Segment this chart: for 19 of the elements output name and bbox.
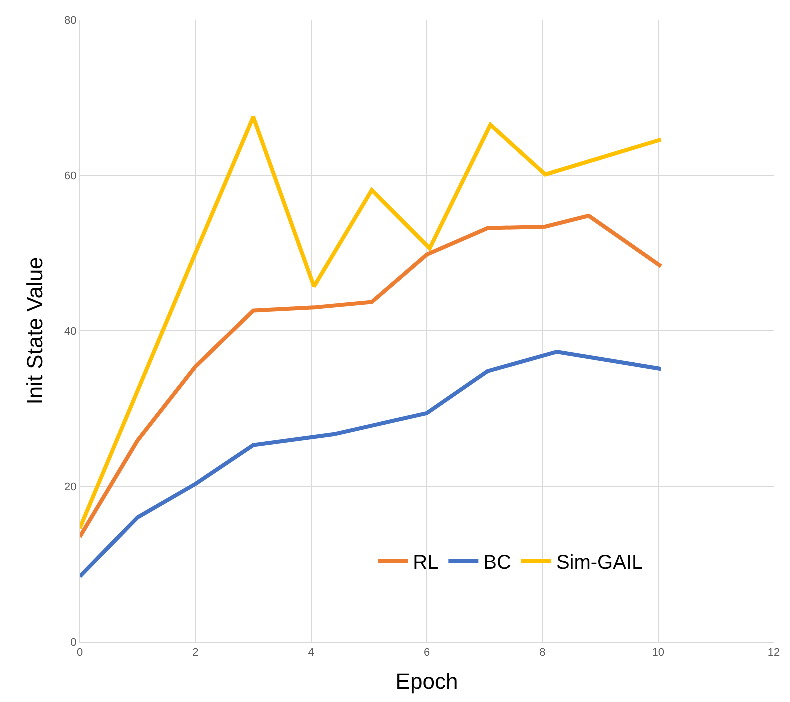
y-tick-label: 20 xyxy=(64,481,77,494)
x-axis-title: Epoch xyxy=(396,669,458,694)
x-tick-label: 12 xyxy=(768,647,780,660)
x-tick-label: 2 xyxy=(192,647,199,660)
y-tick-label: 40 xyxy=(64,326,77,338)
x-tick-label: 8 xyxy=(540,647,546,660)
x-tick-label: 4 xyxy=(308,647,314,660)
y-axis-title: Init State Value xyxy=(22,257,48,405)
line-series xyxy=(80,350,664,579)
y-tick-label: 60 xyxy=(64,170,77,182)
legend-label: RL xyxy=(413,552,439,574)
y-tick-label: 80 xyxy=(64,14,77,27)
legend-label: BC xyxy=(484,552,512,574)
y-tick-label: 0 xyxy=(70,636,77,649)
x-tick-label: 6 xyxy=(424,647,430,660)
line-series xyxy=(80,214,664,540)
legend-label: Sim-GAIL xyxy=(556,552,644,574)
line-series xyxy=(80,115,664,530)
x-tick-label: 10 xyxy=(652,647,664,660)
